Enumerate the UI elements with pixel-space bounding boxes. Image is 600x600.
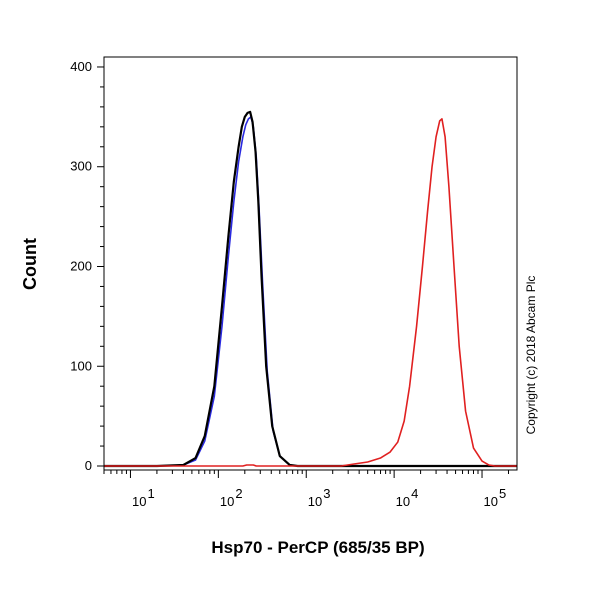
x-tick-label: 104 — [396, 486, 419, 509]
y-tick-label: 300 — [70, 159, 92, 174]
x-tick-base: 10 — [132, 494, 146, 509]
plot-frame — [103, 56, 518, 471]
x-tick-exponent: 1 — [147, 486, 154, 501]
y-axis: 0 100 200 300 400 — [70, 59, 104, 473]
x-tick-exponent: 3 — [323, 486, 330, 501]
y-axis-title: Count — [20, 238, 40, 290]
y-tick-label: 400 — [70, 59, 92, 74]
x-axis-title: Hsp70 - PerCP (685/35 BP) — [211, 538, 424, 557]
x-tick-label: 101 — [132, 486, 155, 509]
y-tick-label: 0 — [85, 458, 92, 473]
x-tick-label: 103 — [308, 486, 331, 509]
x-tick-exponent: 5 — [499, 486, 506, 501]
x-tick-exponent: 4 — [411, 486, 418, 501]
x-tick-base: 10 — [220, 494, 234, 509]
x-tick-label: 102 — [220, 486, 243, 509]
x-tick-base: 10 — [308, 494, 322, 509]
y-tick-label: 200 — [70, 258, 92, 273]
x-tick-label: 105 — [484, 486, 507, 509]
x-tick-exponent: 2 — [235, 486, 242, 501]
x-tick-base: 10 — [484, 494, 498, 509]
series-line-3 — [104, 118, 517, 467]
x-tick-base: 10 — [396, 494, 410, 509]
y-tick-label: 100 — [70, 358, 92, 373]
series-layer — [104, 110, 517, 468]
series-line-2 — [104, 110, 517, 468]
copyright-annotation: Copyright (c) 2018 Abcam Plc — [524, 276, 538, 435]
